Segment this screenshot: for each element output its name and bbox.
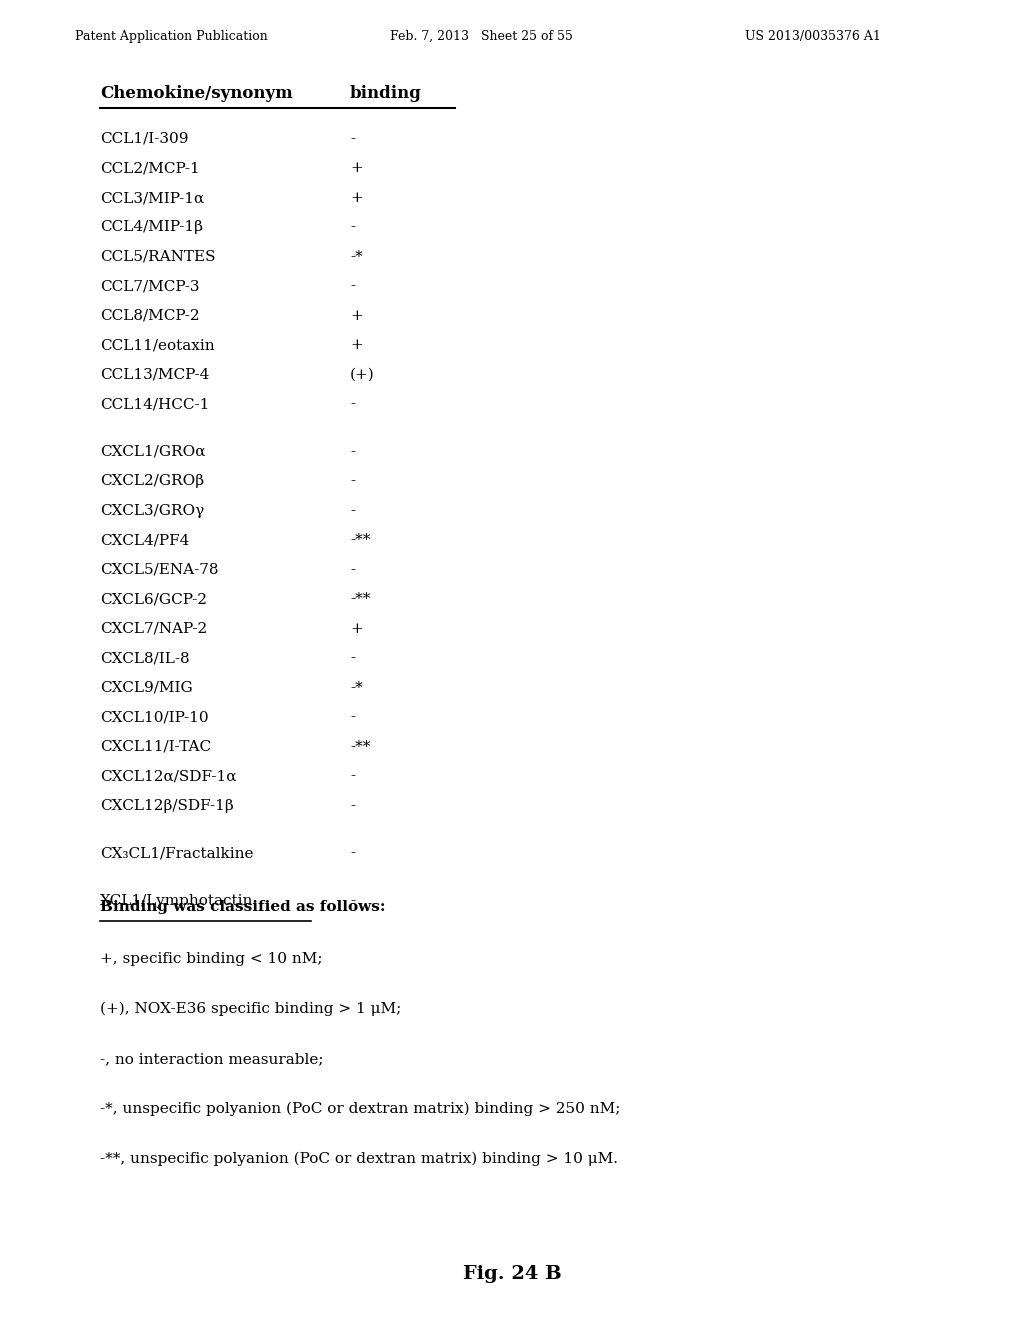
Text: CCL7/MCP-3: CCL7/MCP-3 bbox=[100, 280, 200, 293]
Text: US 2013/0035376 A1: US 2013/0035376 A1 bbox=[745, 30, 881, 44]
Text: +, specific binding < 10 nM;: +, specific binding < 10 nM; bbox=[100, 952, 323, 966]
Text: CXCL1/GROα: CXCL1/GROα bbox=[100, 445, 206, 459]
Text: CCL11/eotaxin: CCL11/eotaxin bbox=[100, 338, 215, 352]
Text: -**: -** bbox=[350, 741, 371, 754]
Text: +: + bbox=[350, 309, 362, 323]
Text: binding: binding bbox=[350, 84, 422, 102]
Text: -: - bbox=[350, 397, 355, 412]
Text: CXCL12α/SDF-1α: CXCL12α/SDF-1α bbox=[100, 770, 237, 784]
Text: Binding was classified as follows:: Binding was classified as follows: bbox=[100, 900, 385, 913]
Text: (+): (+) bbox=[350, 368, 375, 381]
Text: -*: -* bbox=[350, 681, 362, 696]
Text: +: + bbox=[350, 161, 362, 176]
Text: -: - bbox=[350, 652, 355, 665]
Text: CXCL2/GROβ: CXCL2/GROβ bbox=[100, 474, 204, 488]
Text: -: - bbox=[350, 220, 355, 235]
Text: Fig. 24 B: Fig. 24 B bbox=[463, 1265, 561, 1283]
Text: CX₃CL1/Fractalkine: CX₃CL1/Fractalkine bbox=[100, 846, 254, 861]
Text: Feb. 7, 2013   Sheet 25 of 55: Feb. 7, 2013 Sheet 25 of 55 bbox=[390, 30, 572, 44]
Text: -*, unspecific polyanion (PoC or dextran matrix) binding > 250 nM;: -*, unspecific polyanion (PoC or dextran… bbox=[100, 1102, 621, 1117]
Text: -, no interaction measurable;: -, no interaction measurable; bbox=[100, 1052, 324, 1067]
Text: CXCL6/GCP-2: CXCL6/GCP-2 bbox=[100, 593, 207, 606]
Text: XCL1/Lymphotactin: XCL1/Lymphotactin bbox=[100, 894, 253, 908]
Text: -: - bbox=[350, 445, 355, 459]
Text: CXCL10/IP-10: CXCL10/IP-10 bbox=[100, 710, 209, 725]
Text: -: - bbox=[350, 280, 355, 293]
Text: +: + bbox=[350, 622, 362, 636]
Text: CCL14/HCC-1: CCL14/HCC-1 bbox=[100, 397, 209, 412]
Text: -**, unspecific polyanion (PoC or dextran matrix) binding > 10 μM.: -**, unspecific polyanion (PoC or dextra… bbox=[100, 1152, 618, 1167]
Text: -: - bbox=[350, 132, 355, 147]
Text: +: + bbox=[350, 338, 362, 352]
Text: -: - bbox=[350, 564, 355, 577]
Text: -**: -** bbox=[350, 593, 371, 606]
Text: CCL13/MCP-4: CCL13/MCP-4 bbox=[100, 368, 209, 381]
Text: -: - bbox=[350, 710, 355, 725]
Text: CXCL11/I-TAC: CXCL11/I-TAC bbox=[100, 741, 211, 754]
Text: CCL3/MIP-1α: CCL3/MIP-1α bbox=[100, 191, 204, 205]
Text: CXCL9/MIG: CXCL9/MIG bbox=[100, 681, 193, 696]
Text: CXCL8/IL-8: CXCL8/IL-8 bbox=[100, 652, 189, 665]
Text: CCL5/RANTES: CCL5/RANTES bbox=[100, 249, 215, 264]
Text: CCL8/MCP-2: CCL8/MCP-2 bbox=[100, 309, 200, 323]
Text: (+), NOX-E36 specific binding > 1 μM;: (+), NOX-E36 specific binding > 1 μM; bbox=[100, 1002, 401, 1016]
Text: CXCL3/GROγ: CXCL3/GROγ bbox=[100, 504, 204, 517]
Text: CCL2/MCP-1: CCL2/MCP-1 bbox=[100, 161, 200, 176]
Text: -: - bbox=[350, 799, 355, 813]
Text: CXCL12β/SDF-1β: CXCL12β/SDF-1β bbox=[100, 799, 233, 813]
Text: -: - bbox=[350, 770, 355, 784]
Text: -**: -** bbox=[350, 533, 371, 548]
Text: CCL4/MIP-1β: CCL4/MIP-1β bbox=[100, 220, 203, 235]
Text: +: + bbox=[350, 191, 362, 205]
Text: Patent Application Publication: Patent Application Publication bbox=[75, 30, 267, 44]
Text: -: - bbox=[350, 474, 355, 488]
Text: -: - bbox=[350, 894, 355, 908]
Text: -: - bbox=[350, 846, 355, 861]
Text: -*: -* bbox=[350, 249, 362, 264]
Text: CCL1/I-309: CCL1/I-309 bbox=[100, 132, 188, 147]
Text: -: - bbox=[350, 504, 355, 517]
Text: Chemokine/synonym: Chemokine/synonym bbox=[100, 84, 293, 102]
Text: CXCL7/NAP-2: CXCL7/NAP-2 bbox=[100, 622, 207, 636]
Text: CXCL5/ENA-78: CXCL5/ENA-78 bbox=[100, 564, 218, 577]
Text: CXCL4/PF4: CXCL4/PF4 bbox=[100, 533, 189, 548]
